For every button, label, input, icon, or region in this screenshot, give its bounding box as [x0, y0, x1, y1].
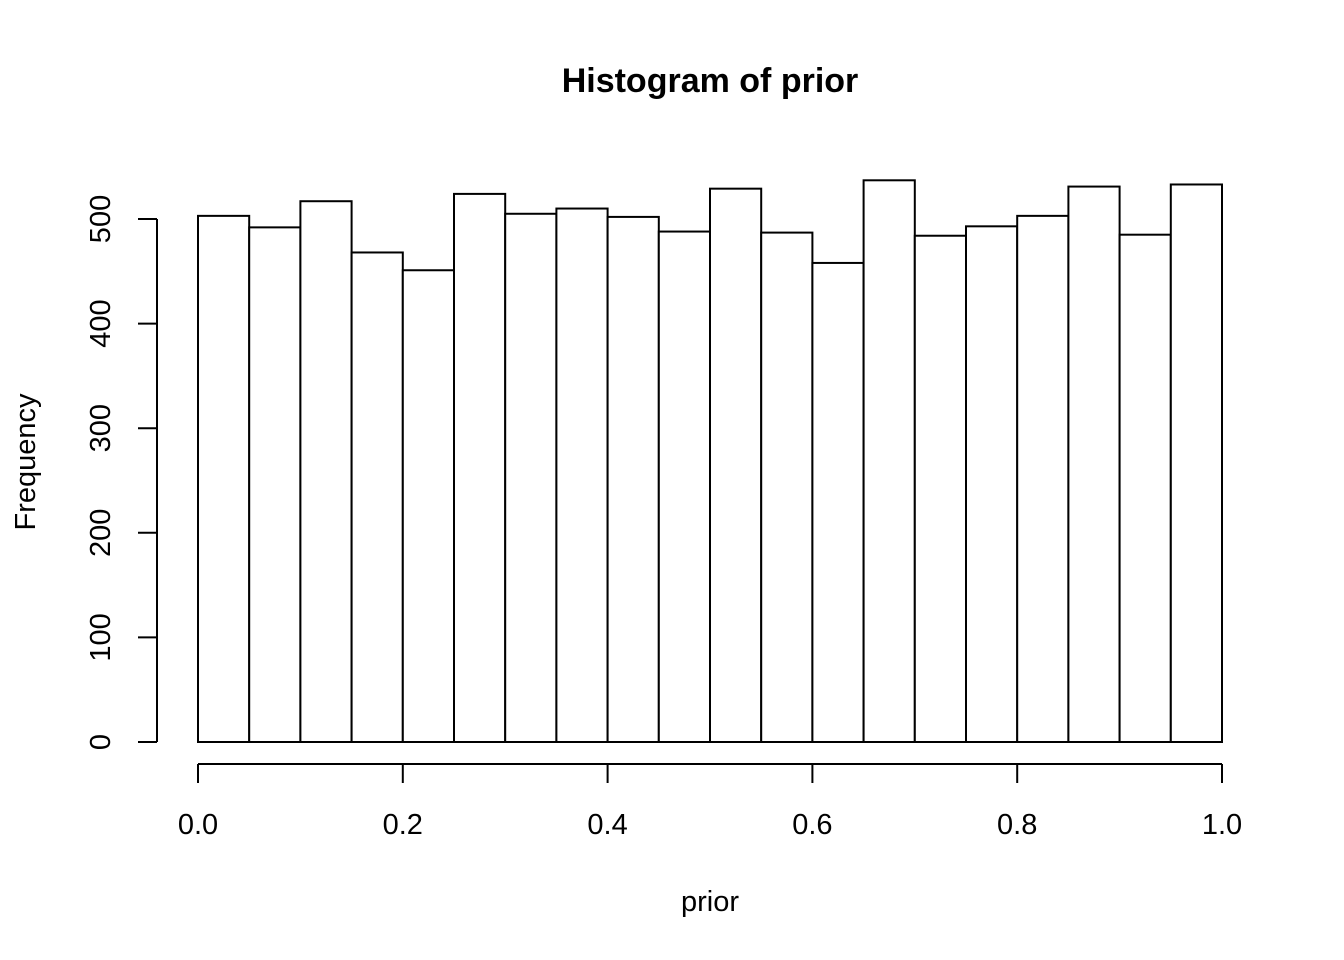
histogram-bar — [965, 225, 1019, 743]
y-tick-label: 200 — [85, 509, 117, 557]
y-tick-label: 500 — [85, 195, 117, 243]
histogram-bar — [913, 234, 967, 743]
histogram-bar — [453, 192, 507, 743]
histogram-bar — [350, 251, 404, 744]
histogram-bar — [862, 179, 916, 744]
x-axis-label: prior — [681, 886, 739, 918]
histogram-bar — [299, 200, 353, 743]
y-tick-label: 400 — [85, 299, 117, 347]
histogram-bar — [1169, 183, 1224, 743]
histogram-bar — [197, 214, 251, 743]
histogram-bar — [1016, 214, 1070, 743]
histogram-bar — [606, 215, 660, 743]
y-tick-label: 300 — [85, 404, 117, 452]
x-tick-label: 0.0 — [178, 809, 218, 841]
histogram-bar — [504, 212, 558, 743]
histogram-bar — [760, 231, 814, 744]
histogram-bar — [709, 187, 763, 743]
y-tick-label: 0 — [85, 734, 117, 750]
x-tick-label: 1.0 — [1202, 809, 1242, 841]
histogram-bar — [1118, 233, 1172, 743]
x-tick-label: 0.8 — [997, 809, 1037, 841]
x-tick-label: 0.4 — [587, 809, 627, 841]
chart-title: Histogram of prior — [562, 62, 859, 100]
y-axis-label: Frequency — [10, 393, 42, 531]
histogram-bar — [1067, 185, 1121, 744]
histogram-bar — [248, 226, 302, 744]
histogram-bar — [657, 230, 711, 743]
histogram-bar — [811, 261, 865, 743]
histogram-bar — [401, 269, 455, 743]
x-tick-label: 0.2 — [383, 809, 423, 841]
bars-group — [197, 179, 1224, 744]
x-axis: 0.0 0.2 0.4 0.6 0.8 1.0 — [178, 763, 1242, 841]
y-axis: 0 100 200 300 400 500 — [85, 195, 158, 750]
histogram-bar — [555, 207, 609, 744]
y-tick-label: 100 — [85, 613, 117, 661]
x-tick-label: 0.6 — [792, 809, 832, 841]
